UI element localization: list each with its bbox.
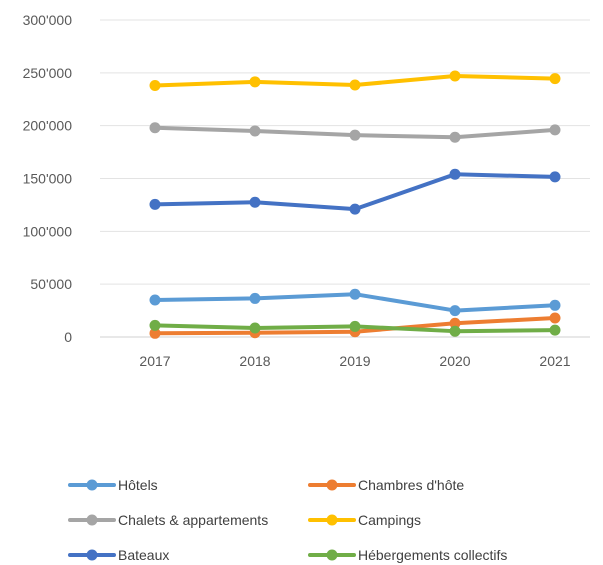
legend-label: Campings xyxy=(358,512,421,528)
data-point xyxy=(349,129,361,141)
data-point xyxy=(249,292,261,304)
legend-item-campings: Campings xyxy=(308,512,421,528)
data-point xyxy=(349,320,361,332)
y-tick-label: 0 xyxy=(64,329,72,345)
legend-label: Hôtels xyxy=(118,477,158,493)
y-tick-label: 50'000 xyxy=(30,276,72,292)
x-tick-label: 2017 xyxy=(139,353,170,369)
y-axis-tick-labels: 0 50'000 100'000 150'000 200'000 250'000 300'0… xyxy=(23,12,73,345)
data-point xyxy=(349,203,361,215)
gridlines xyxy=(100,19,590,338)
data-point xyxy=(449,70,461,82)
data-point xyxy=(249,125,261,137)
series-hotels xyxy=(149,288,561,317)
y-tick-label: 300'000 xyxy=(23,12,73,28)
y-tick-label: 150'000 xyxy=(23,171,73,187)
legend-swatch-marker xyxy=(86,514,98,526)
data-point xyxy=(349,79,361,91)
data-point xyxy=(449,325,461,337)
legend: Hôtels Chambres d'hôte Chalets & apparteme… xyxy=(68,477,507,563)
x-axis-tick-labels: 2017 2018 2019 2020 2021 xyxy=(139,353,570,369)
x-tick-label: 2021 xyxy=(539,353,570,369)
data-point xyxy=(549,324,561,336)
data-point xyxy=(149,80,161,92)
data-point xyxy=(449,317,461,329)
legend-label: Chambres d'hôte xyxy=(358,477,464,493)
data-point xyxy=(549,73,561,85)
legend-label: Bateaux xyxy=(118,547,169,563)
y-tick-label: 250'000 xyxy=(23,65,73,81)
data-point xyxy=(349,288,361,300)
y-tick-label: 100'000 xyxy=(23,223,73,239)
legend-label: Chalets & appartements xyxy=(118,512,268,528)
data-point xyxy=(449,131,461,143)
data-point xyxy=(549,299,561,311)
data-point xyxy=(249,196,261,208)
x-tick-label: 2020 xyxy=(439,353,470,369)
legend-swatch-marker xyxy=(86,549,98,561)
x-tick-label: 2019 xyxy=(339,353,370,369)
y-tick-label: 200'000 xyxy=(23,118,73,134)
data-point xyxy=(149,122,161,134)
data-point xyxy=(149,294,161,306)
series-campings xyxy=(149,70,561,92)
data-point xyxy=(149,198,161,210)
x-tick-label: 2018 xyxy=(239,353,270,369)
legend-swatch-marker xyxy=(86,479,98,491)
data-point xyxy=(449,305,461,317)
data-point xyxy=(249,322,261,334)
legend-swatch-marker xyxy=(326,479,338,491)
data-point xyxy=(549,124,561,136)
series-hebergements-collectifs xyxy=(149,319,561,337)
series-lines xyxy=(149,70,561,339)
series-bateaux xyxy=(149,168,561,215)
data-point xyxy=(549,312,561,324)
data-point xyxy=(249,76,261,88)
data-point xyxy=(449,168,461,180)
legend-item-chalets-appartements: Chalets & appartements xyxy=(68,512,268,528)
legend-item-bateaux: Bateaux xyxy=(68,547,169,563)
legend-item-chambres-d-hote: Chambres d'hôte xyxy=(308,477,464,493)
legend-item-hebergements-collectifs: Hébergements collectifs xyxy=(308,547,507,563)
legend-swatch-marker xyxy=(326,549,338,561)
legend-swatch-marker xyxy=(326,514,338,526)
legend-item-hotels: Hôtels xyxy=(68,477,158,493)
data-point xyxy=(549,171,561,183)
data-point xyxy=(149,327,161,339)
data-point xyxy=(149,319,161,331)
series-chalets-appartements xyxy=(149,122,561,143)
legend-label: Hébergements collectifs xyxy=(358,547,507,563)
